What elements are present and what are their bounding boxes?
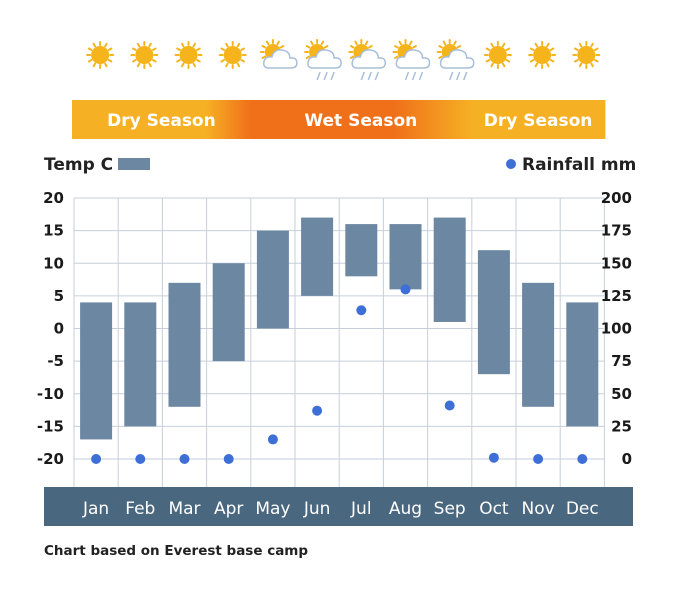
sun-icon xyxy=(86,41,115,69)
season-block xyxy=(470,100,606,139)
caption: Chart based on Everest base camp xyxy=(44,543,308,559)
legend-temp-label: Temp C xyxy=(44,155,113,175)
month-label: Mar xyxy=(168,499,200,519)
rainfall-point-sep xyxy=(444,400,455,411)
rainfall-point-dec xyxy=(577,454,588,464)
month-band: Jan Feb Mar Apr May Jun Jul Aug Sep Oct Nov Dec xyxy=(44,487,633,526)
y-left-tick-label: 0 xyxy=(54,320,64,338)
y-right-tick-label: 75 xyxy=(611,352,632,370)
rainfall-point-apr xyxy=(223,454,234,464)
sun-icon xyxy=(130,41,159,69)
season-label: Wet Season xyxy=(304,111,417,131)
sun-cloud-icon xyxy=(259,39,298,69)
season-label: Dry Season xyxy=(484,111,593,131)
month-label: Sep xyxy=(434,499,466,519)
y-right-tick-label: 125 xyxy=(601,287,632,305)
y-left-tick-label: 10 xyxy=(43,254,64,272)
grid xyxy=(73,197,605,487)
season-block xyxy=(72,100,251,139)
temp-bar-feb xyxy=(124,302,157,427)
temp-bar-sep xyxy=(433,217,466,322)
sun-cloud-icon xyxy=(304,39,342,81)
temp-bar-oct xyxy=(477,250,510,375)
month-label: Aug xyxy=(389,499,422,519)
sun-icon xyxy=(483,41,512,69)
rainfall-point-jul xyxy=(356,305,367,316)
legend-temp-swatch xyxy=(118,158,150,170)
rainfall-point-oct xyxy=(488,452,499,463)
rainfall-point-aug xyxy=(400,284,411,295)
temp-bar-may xyxy=(256,230,289,329)
y-right-tick-label: 150 xyxy=(601,254,632,272)
rainfall-point-jun xyxy=(312,405,323,416)
legend-rain-swatch xyxy=(506,159,516,169)
sun-icon xyxy=(218,41,247,69)
y-left-tick-label: -10 xyxy=(37,385,64,403)
season-band: Dry Season Wet Season Dry Season xyxy=(72,100,606,139)
month-label: May xyxy=(255,499,290,519)
sun-icon xyxy=(528,41,557,69)
temp-bar-jan xyxy=(80,302,113,440)
rainfall-points xyxy=(91,284,588,464)
y-right-tick-label: 25 xyxy=(611,417,632,435)
temperature-bars xyxy=(80,217,599,440)
y-left-tick-label: -5 xyxy=(47,352,64,370)
month-label: Oct xyxy=(479,499,509,519)
month-label: Jun xyxy=(303,499,331,519)
y-right-tick-label: 175 xyxy=(601,222,632,240)
rainfall-point-may xyxy=(267,434,278,445)
weather-icon-row xyxy=(86,39,601,81)
season-block xyxy=(249,100,472,139)
month-band-bg xyxy=(44,487,633,526)
rainfall-point-feb xyxy=(135,454,146,464)
y-left-tick-label: 5 xyxy=(54,287,64,305)
rainfall-point-jan xyxy=(91,454,102,464)
y-right-tick-label: 200 xyxy=(601,189,632,207)
temp-bar-dec xyxy=(566,302,599,427)
temp-bar-nov xyxy=(522,282,555,407)
rainfall-point-mar xyxy=(179,454,190,464)
y-axis-left: 20 15 10 5 0 -5 -10 -15 -20 xyxy=(37,189,64,468)
y-left-tick-label: -15 xyxy=(37,417,64,435)
y-right-tick-label: 50 xyxy=(611,385,632,403)
y-left-tick-label: 20 xyxy=(43,189,64,207)
temp-bar-mar xyxy=(168,282,201,407)
sun-cloud-icon xyxy=(436,39,475,81)
temp-bar-apr xyxy=(212,263,245,362)
month-label: Apr xyxy=(214,499,243,519)
temp-bar-jul xyxy=(345,224,378,277)
sun-cloud-rain-icon xyxy=(392,39,431,81)
temp-bar-aug xyxy=(389,224,422,290)
y-right-tick-label: 100 xyxy=(601,320,632,338)
month-label: Feb xyxy=(125,499,155,519)
month-label: Dec xyxy=(566,499,599,519)
sun-cloud-rain-icon xyxy=(348,39,387,81)
temp-bar-jun xyxy=(301,217,334,296)
sun-icon xyxy=(174,41,203,69)
season-label: Dry Season xyxy=(107,111,216,131)
y-axis-right: 200 175 150 125 100 75 50 25 0 xyxy=(601,189,632,468)
rainfall-point-nov xyxy=(533,454,544,464)
month-label: Jul xyxy=(350,499,372,519)
y-right-tick-label: 0 xyxy=(622,450,632,468)
month-label: Nov xyxy=(522,499,555,519)
legend-rain-label: Rainfall mm xyxy=(522,155,636,175)
y-left-tick-label: 15 xyxy=(43,222,64,240)
legend: Temp C Rainfall mm xyxy=(44,155,636,175)
y-left-tick-label: -20 xyxy=(37,450,64,468)
sun-icon xyxy=(572,41,601,69)
month-label: Jan xyxy=(82,499,109,519)
